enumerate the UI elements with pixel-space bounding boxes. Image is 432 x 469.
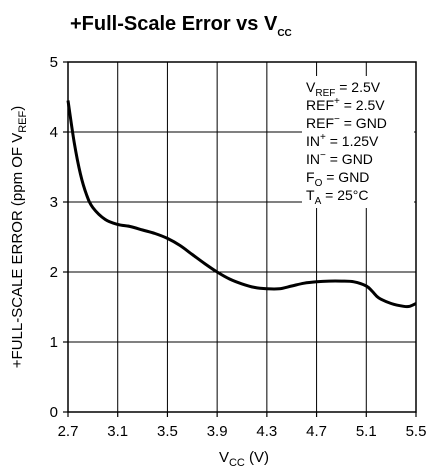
annotation-background <box>302 76 414 208</box>
x-tick-label: 4.3 <box>256 423 277 440</box>
y-axis-label-main: +FULL-SCALE ERROR (ppm OF V <box>9 133 26 368</box>
x-axis-label-main: V <box>219 449 229 466</box>
y-axis-label-tail: ) <box>9 106 26 111</box>
y-tick-label: 1 <box>50 334 58 351</box>
y-tick-label: 4 <box>50 124 58 141</box>
x-axis-label-sub: CC <box>229 457 245 469</box>
x-axis-label: VCC (V) <box>219 449 269 469</box>
annotation-line: TA = 25°C <box>306 187 368 207</box>
series-line <box>66 100 417 309</box>
x-tick-label: 5.1 <box>356 423 377 440</box>
y-tick-label: 3 <box>50 194 58 211</box>
y-tick-label: 5 <box>50 54 58 71</box>
annotation-line: FO = GND <box>306 169 369 189</box>
x-tick-label: 3.9 <box>207 423 228 440</box>
y-tick-label: 2 <box>50 264 58 281</box>
x-tick-label: 3.1 <box>107 423 128 440</box>
chart-title-main: +Full-Scale Error vs V <box>70 13 278 35</box>
chart-title: +Full-Scale Error vs VCC <box>70 13 292 39</box>
x-axis-label-tail: (V) <box>245 449 269 466</box>
annotation-line: VREF = 2.5V <box>306 79 381 99</box>
annotation-line: IN+ = 1.25V <box>306 132 379 149</box>
annotation-line: REF+ = 2.5V <box>306 96 385 113</box>
x-tick-label: 3.5 <box>157 423 178 440</box>
x-tick-label: 5.5 <box>406 423 427 440</box>
plot-frame <box>67 61 417 413</box>
annotation-line: REF− = GND <box>306 114 387 131</box>
y-axis-label: +FULL-SCALE ERROR (ppm OF VREF) <box>9 106 29 368</box>
y-axis-label-sub: REF <box>17 110 29 132</box>
annotation-line: IN− = GND <box>306 150 373 167</box>
x-tick-label: 2.7 <box>58 423 79 440</box>
x-tick-label: 4.7 <box>306 423 327 440</box>
chart-title-sub: CC <box>277 28 291 39</box>
y-tick-label: 0 <box>50 404 58 421</box>
